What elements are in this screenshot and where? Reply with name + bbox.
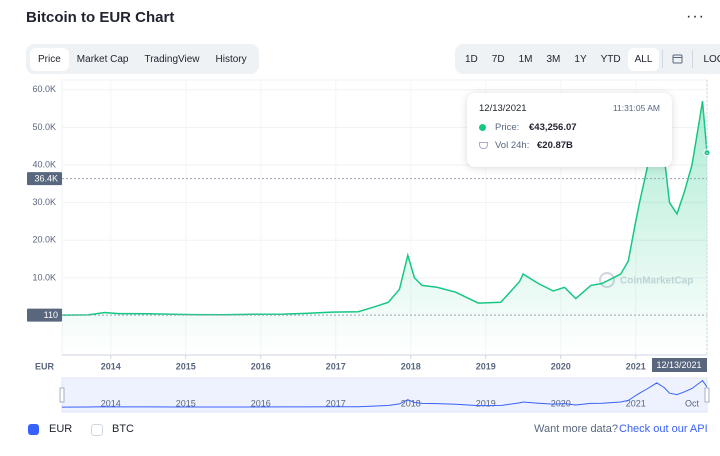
range-bar: 1D 7D 1M 3M 1Y YTD ALL LOG — [455, 44, 720, 74]
y-tick-label: 30.0K — [32, 197, 56, 207]
tab[interactable]: Market Cap — [76, 53, 129, 65]
y-tick-label: 40.0K — [32, 159, 56, 169]
separator — [662, 50, 664, 68]
tab[interactable]: TradingView — [144, 53, 200, 65]
navigator-handle[interactable] — [704, 387, 710, 403]
navigator-line — [61, 379, 708, 408]
y-unit: EUR — [35, 361, 55, 371]
marker-box — [27, 172, 62, 186]
tab-bar: Price Market Cap TradingView History — [26, 44, 259, 74]
marker-label: 110 — [44, 310, 58, 320]
navigator-tick-label: 2016 — [251, 398, 271, 408]
area — [62, 101, 707, 355]
y-tick-label: 60.0K — [32, 84, 56, 94]
tooltip-price: €43,256.07 — [529, 122, 577, 133]
navigator-handle[interactable] — [59, 387, 65, 403]
navigator-tick-label: 2021 — [626, 398, 646, 408]
y-tick-label: 50.0K — [32, 122, 56, 132]
hover-x-label: 12/13/2021 — [656, 360, 701, 370]
navigator-tick-label: 2015 — [176, 398, 196, 408]
calendar-button[interactable] — [666, 49, 689, 69]
x-tick-label: 2020 — [551, 361, 571, 371]
navigator-tick-label: 2017 — [326, 398, 346, 408]
x-tick-label: 2015 — [176, 361, 196, 371]
tooltip-vol-icon — [479, 142, 488, 149]
range-button[interactable]: 1M — [518, 53, 533, 65]
btc-checkbox[interactable] — [91, 424, 103, 436]
page-title: Bitcoin to EUR Chart — [26, 9, 175, 26]
tab[interactable]: Price — [30, 47, 69, 71]
tooltip-time: 11:31:05 AM — [612, 103, 660, 113]
hover-x-box — [652, 358, 707, 372]
tooltip: 12/13/2021 11:31:05 AM Price: €43,256.07… — [467, 93, 672, 167]
footer-text: Want more data? — [534, 423, 618, 435]
range-button[interactable]: LOG — [703, 53, 720, 65]
x-tick-label: 2014 — [101, 361, 121, 371]
tooltip-date: 12/13/2021 — [479, 103, 527, 114]
range-button[interactable]: YTD — [600, 53, 621, 65]
y-tick-label: 10.0K — [32, 272, 56, 282]
tab[interactable]: History — [215, 53, 247, 65]
toggle-btc[interactable]: BTC — [112, 423, 134, 435]
x-tick-label: 2017 — [326, 361, 346, 371]
tooltip-volume: €20.87B — [537, 140, 573, 151]
x-tick-label: 2018 — [401, 361, 421, 371]
tooltip-price-label: Price: — [495, 122, 520, 133]
marker-box — [27, 308, 62, 322]
chart: 10.0K 20.0K 30.0K 40.0K 50.0K 60.0K 2014 2015 20… — [27, 79, 711, 413]
range-button[interactable]: 1D — [465, 53, 478, 65]
range-button[interactable]: 3M — [546, 53, 561, 65]
x-tick-label: 2019 — [476, 361, 496, 371]
x-tick-label: 2016 — [251, 361, 271, 371]
eur-checkbox[interactable] — [28, 424, 39, 435]
navigator-tick-label: 2019 — [476, 398, 496, 408]
x-tick-label: 2021 — [626, 361, 646, 371]
more-menu[interactable]: ··· — [686, 8, 705, 25]
toggle-eur[interactable]: EUR — [49, 423, 73, 435]
marker-label: 36.4K — [34, 173, 58, 183]
navigator-tick-label: Oct — [685, 398, 700, 408]
y-tick-label: 20.0K — [32, 235, 56, 245]
tooltip-dot — [479, 124, 486, 131]
api-link[interactable]: Check out our API — [619, 423, 708, 435]
range-button[interactable]: 7D — [491, 53, 505, 65]
range-button[interactable]: 1Y — [574, 53, 587, 65]
range-button[interactable]: ALL — [627, 47, 660, 71]
tooltip-volume-label: Vol 24h: — [495, 140, 530, 151]
navigator-tick-label: 2018 — [401, 398, 421, 408]
navigator-tick-label: 2014 — [101, 398, 121, 408]
separator — [692, 50, 694, 68]
